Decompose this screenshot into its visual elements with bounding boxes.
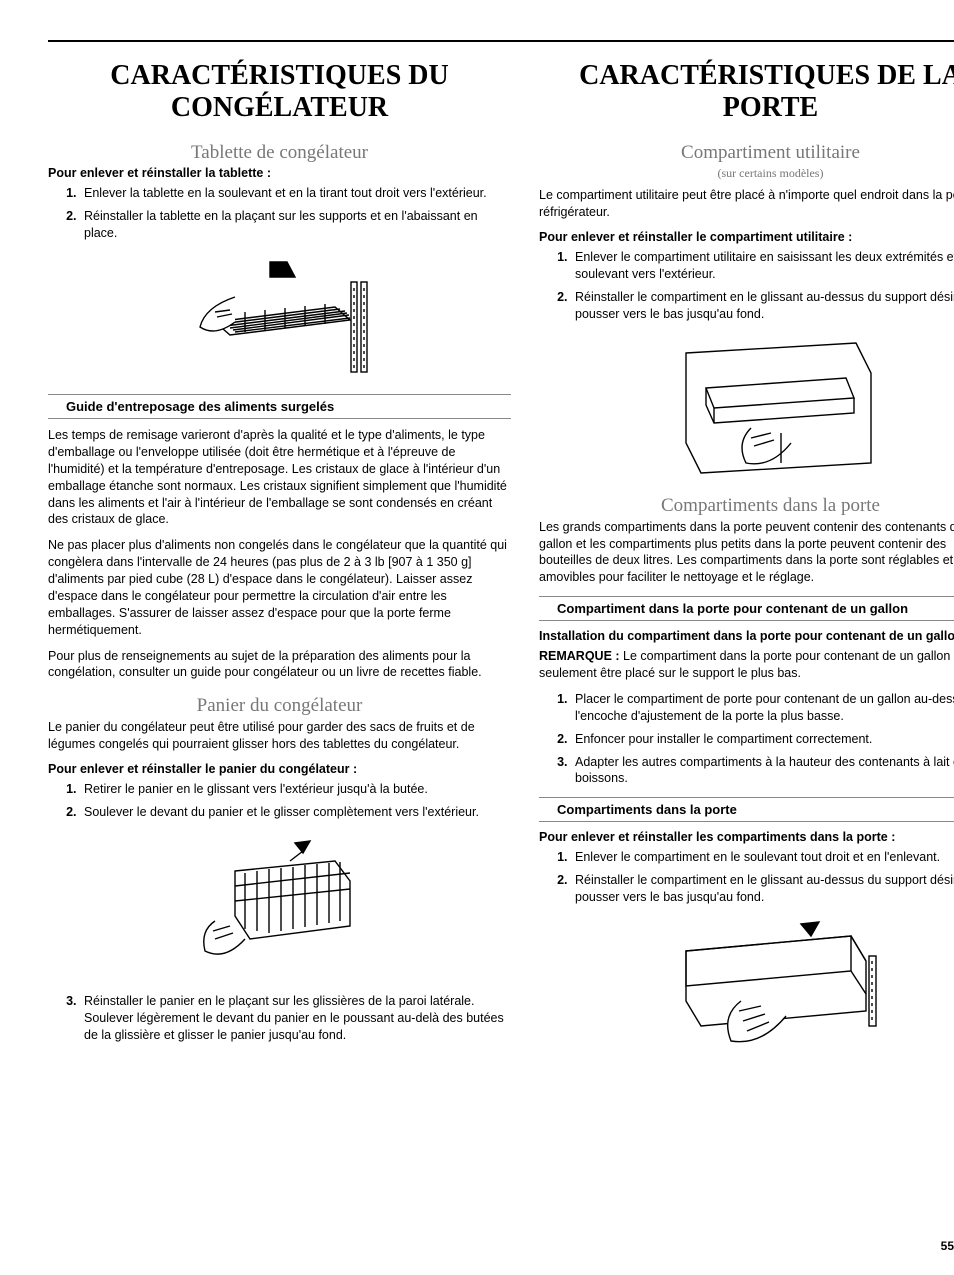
left-column: CARACTÉRISTIQUES DU CONGÉLATEUR Tablette…	[48, 60, 511, 1068]
right-sub2-steps: Enlever le compartiment en le soulevant …	[539, 849, 954, 906]
right-main-title: CARACTÉRISTIQUES DE LA PORTE	[539, 60, 954, 124]
right-sec1-steps: Enlever le compartiment utilitaire en sa…	[539, 249, 954, 323]
left-sec1-lead: Pour enlever et réinstaller la tablette …	[48, 166, 511, 180]
left-sec2-intro: Le panier du congélateur peut être utili…	[48, 719, 511, 753]
list-item: Réinstaller le panier en le plaçant sur …	[80, 993, 511, 1044]
list-item: Adapter les autres compartiments à la ha…	[571, 754, 954, 788]
remarque-label: REMARQUE :	[539, 649, 620, 663]
list-item: Enlever le compartiment utilitaire en sa…	[571, 249, 954, 283]
left-sec2-lead: Pour enlever et réinstaller le panier du…	[48, 762, 511, 776]
basket-illustration	[175, 831, 385, 981]
list-item: Retirer le panier en le glissant vers l'…	[80, 781, 511, 798]
utility-bin-illustration	[656, 333, 886, 483]
right-sec2-intro: Les grands compartiments dans la porte p…	[539, 519, 954, 587]
left-sec1-steps: Enlever la tablette en la soulevant et e…	[48, 185, 511, 242]
left-sec2-steps: Retirer le panier en le glissant vers l'…	[48, 781, 511, 821]
left-main-title: CARACTÉRISTIQUES DU CONGÉLATEUR	[48, 60, 511, 124]
list-item: Soulever le devant du panier et le gliss…	[80, 804, 511, 821]
two-column-layout: CARACTÉRISTIQUES DU CONGÉLATEUR Tablette…	[48, 60, 954, 1068]
left-sec2-title: Panier du congélateur	[48, 695, 511, 717]
right-sec1-intro: Le compartiment utilitaire peut être pla…	[539, 187, 954, 221]
list-item: Enfoncer pour installer le compartiment …	[571, 731, 954, 748]
right-sec2-title: Compartiments dans la porte	[539, 495, 954, 517]
list-item: Réinstaller le compartiment en le glissa…	[571, 289, 954, 323]
right-column: CARACTÉRISTIQUES DE LA PORTE Compartimen…	[539, 60, 954, 1068]
guide-p1: Les temps de remisage varieront d'après …	[48, 427, 511, 528]
top-rule	[48, 40, 954, 42]
right-sec1-subnote: (sur certains modèles)	[539, 166, 954, 181]
guide-p2: Ne pas placer plus d'aliments non congel…	[48, 537, 511, 638]
right-sub1-heading: Compartiment dans la porte pour contenan…	[539, 596, 954, 621]
right-sub1-lead: Installation du compartiment dans la por…	[539, 629, 954, 643]
shelf-illustration	[175, 252, 385, 382]
guide-heading: Guide d'entreposage des aliments surgelé…	[48, 394, 511, 419]
right-sec1-lead: Pour enlever et réinstaller le compartim…	[539, 230, 954, 244]
left-sec2-steps-cont: Réinstaller le panier en le plaçant sur …	[48, 993, 511, 1044]
right-sec1-title: Compartiment utilitaire	[539, 142, 954, 164]
list-item: Enlever le compartiment en le soulevant …	[571, 849, 954, 866]
page-number: 55	[941, 1239, 954, 1253]
door-bin-illustration	[651, 916, 891, 1056]
list-item: Placer le compartiment de porte pour con…	[571, 691, 954, 725]
right-sub2-lead: Pour enlever et réinstaller les comparti…	[539, 830, 954, 844]
left-sec1-title: Tablette de congélateur	[48, 142, 511, 164]
list-item: Réinstaller le compartiment en le glissa…	[571, 872, 954, 906]
list-item: Enlever la tablette en la soulevant et e…	[80, 185, 511, 202]
guide-p3: Pour plus de renseignements au sujet de …	[48, 648, 511, 682]
right-sub1-note: REMARQUE : Le compartiment dans la porte…	[539, 648, 954, 682]
right-sub2-heading: Compartiments dans la porte	[539, 797, 954, 822]
list-item: Réinstaller la tablette en la plaçant su…	[80, 208, 511, 242]
right-sub1-steps: Placer le compartiment de porte pour con…	[539, 691, 954, 787]
